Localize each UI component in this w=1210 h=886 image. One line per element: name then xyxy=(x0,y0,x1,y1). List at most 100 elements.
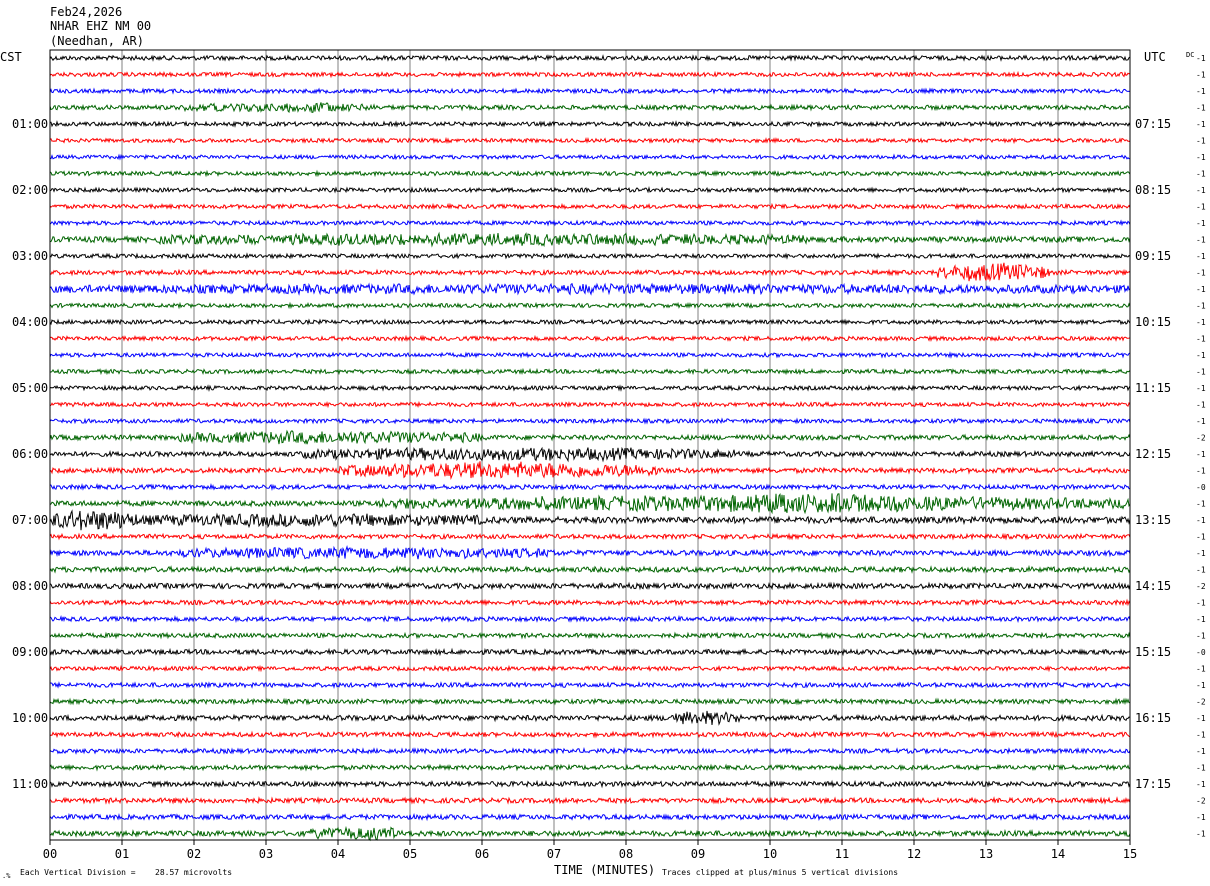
dc-offset-label: -1 xyxy=(1196,566,1206,575)
right-hour-label: 07:15 xyxy=(1135,117,1171,131)
trace-row xyxy=(49,351,1131,359)
dc-offset-label: -1 xyxy=(1196,714,1206,723)
trace-row xyxy=(49,598,1131,607)
left-hour-label: 06:00 xyxy=(12,447,48,461)
dc-offset-label: -2 xyxy=(1196,698,1206,707)
trace-row xyxy=(49,282,1131,296)
minute-gridlines xyxy=(49,50,1131,845)
x-tick-label: 10 xyxy=(763,847,777,861)
dc-offset-label: -1 xyxy=(1196,764,1206,773)
dc-offset-label: -1 xyxy=(1196,632,1206,641)
trace-row xyxy=(49,429,1131,445)
right-hour-label: 10:15 xyxy=(1135,315,1171,329)
dc-offset-label: -1 xyxy=(1196,780,1206,789)
trace-row xyxy=(49,417,1131,425)
trace-row xyxy=(49,446,1131,463)
footer-corner-mark: .% xyxy=(2,872,11,880)
right-timezone: UTC xyxy=(1144,50,1166,64)
x-tick-label: 08 xyxy=(619,847,633,861)
dc-offset-label: -1 xyxy=(1196,335,1206,344)
dc-offset-label: -1 xyxy=(1196,384,1206,393)
x-tick-label: 09 xyxy=(691,847,705,861)
trace-row xyxy=(49,262,1131,282)
dc-offset-label: -1 xyxy=(1196,401,1206,410)
trace-row xyxy=(49,384,1131,392)
left-hour-label: 07:00 xyxy=(12,513,48,527)
right-hour-label: 11:15 xyxy=(1135,381,1171,395)
trace-row xyxy=(49,796,1131,805)
trace-row xyxy=(49,825,1131,842)
plot-frame xyxy=(49,49,1131,841)
trace-row xyxy=(49,136,1131,145)
trace-row xyxy=(49,153,1131,161)
dc-offset-label: -1 xyxy=(1196,417,1206,426)
trace-row xyxy=(49,102,1131,114)
right-hour-label: 15:15 xyxy=(1135,645,1171,659)
trace-row xyxy=(49,70,1131,79)
trace-row xyxy=(49,492,1131,515)
left-hour-labels: 01:00 02:00 03:00 04:00 05:00 06:00 07:00 08:00… xyxy=(12,117,48,791)
x-tick-label: 14 xyxy=(1051,847,1065,861)
trace-row xyxy=(49,53,1131,62)
header-date: Feb24,2026 xyxy=(50,5,122,19)
dc-offset-label: -1 xyxy=(1196,252,1206,261)
trace-row xyxy=(49,231,1131,248)
left-hour-label: 11:00 xyxy=(12,777,48,791)
dc-offset-label: -1 xyxy=(1196,203,1206,212)
seismic-traces xyxy=(49,53,1131,842)
trace-row xyxy=(49,544,1131,560)
dc-offset-label: -1 xyxy=(1196,549,1206,558)
left-hour-label: 08:00 xyxy=(12,579,48,593)
dc-offset-label: -1 xyxy=(1196,533,1206,542)
dc-offset-label: -1 xyxy=(1196,731,1206,740)
trace-row xyxy=(49,730,1131,739)
dc-offset-label: -1 xyxy=(1196,285,1206,294)
trace-row xyxy=(49,697,1130,706)
dc-offset-label: -1 xyxy=(1196,599,1206,608)
x-tick-label: 06 xyxy=(475,847,489,861)
x-tick-label: 07 xyxy=(547,847,561,861)
dc-offset-label: -1 xyxy=(1196,219,1206,228)
dc-offset-label: -1 xyxy=(1196,302,1206,311)
trace-row xyxy=(49,219,1131,227)
right-hour-label: 08:15 xyxy=(1135,183,1171,197)
right-hour-label: 13:15 xyxy=(1135,513,1171,527)
trace-row xyxy=(49,318,1131,326)
x-tick-label: 05 xyxy=(403,847,417,861)
dc-offset-label: -1 xyxy=(1196,170,1206,179)
dc-offset-label: -1 xyxy=(1196,467,1206,476)
dc-offset-label: -1 xyxy=(1196,186,1206,195)
right-hour-label: 09:15 xyxy=(1135,249,1171,263)
left-hour-label: 10:00 xyxy=(12,711,48,725)
dc-offset-label: -0 xyxy=(1196,648,1206,657)
dc-offset-label: -1 xyxy=(1196,813,1206,822)
right-hour-label: 17:15 xyxy=(1135,777,1171,791)
left-hour-label: 09:00 xyxy=(12,645,48,659)
trace-row xyxy=(49,202,1131,211)
dc-offset-label: -1 xyxy=(1196,450,1206,459)
dc-offset-label: -1 xyxy=(1196,54,1206,63)
footer-vertical-division: Each Vertical Division = xyxy=(20,868,136,877)
dc-offset-label: -1 xyxy=(1196,137,1206,146)
trace-row xyxy=(50,120,1131,128)
trace-row xyxy=(49,400,1131,409)
header-location: (Needhan, AR) xyxy=(50,34,144,48)
x-tick-label: 01 xyxy=(115,847,129,861)
trace-row xyxy=(49,763,1131,772)
right-hour-label: 12:15 xyxy=(1135,447,1171,461)
trace-row xyxy=(49,532,1131,541)
dc-offset-label: -2 xyxy=(1196,582,1206,591)
x-tick-label: 02 xyxy=(187,847,201,861)
trace-row xyxy=(49,564,1131,574)
left-hour-label: 02:00 xyxy=(12,183,48,197)
trace-row xyxy=(49,664,1131,673)
left-timezone: CST xyxy=(0,50,22,64)
dc-offset-label: -0 xyxy=(1196,483,1206,492)
trace-row xyxy=(49,186,1131,194)
left-hour-label: 05:00 xyxy=(12,381,48,395)
header-station: NHAR EHZ NM 00 xyxy=(50,19,151,33)
dc-offset-label: -1 xyxy=(1196,615,1206,624)
dc-offset-label: -1 xyxy=(1196,681,1206,690)
dc-offset-label: -1 xyxy=(1196,351,1206,360)
